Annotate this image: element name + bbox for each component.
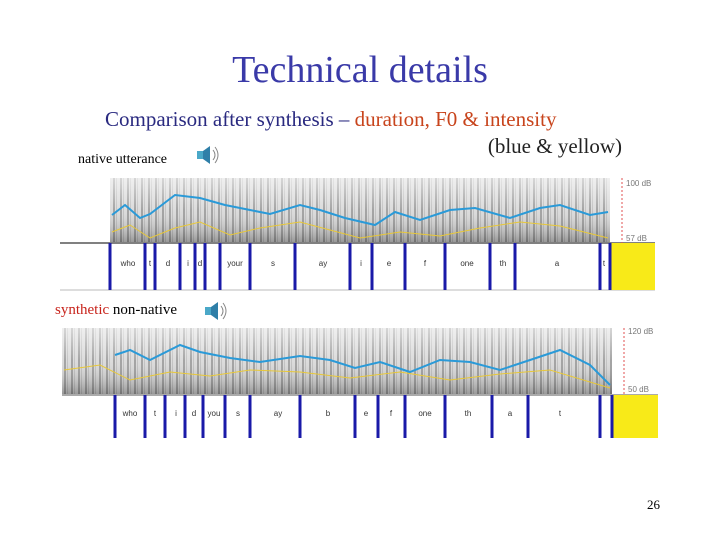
segment-label: ay <box>274 409 282 418</box>
page-number: 26 <box>647 497 661 512</box>
speaker-icon <box>197 146 219 164</box>
segment-label: b <box>326 409 331 418</box>
segment-label: one <box>418 409 432 418</box>
segment-label: d <box>198 259 202 268</box>
scale-label: 100 dB <box>626 179 651 188</box>
segment-label: th <box>465 409 472 418</box>
synthetic-spectrogram: 120 dB 50 dB who t i d you s ay b e f one th a t <box>62 327 658 438</box>
segment-label: d <box>192 409 196 418</box>
segment-label: s <box>271 259 275 268</box>
segment-label: f <box>390 409 393 418</box>
segment-label: f <box>424 259 427 268</box>
segment-label: t <box>603 259 606 268</box>
segment-label: a <box>555 259 560 268</box>
segment-label: you <box>208 409 221 418</box>
scale-label: 50 dB <box>628 385 649 394</box>
segment-label: s <box>236 409 240 418</box>
segment-label: i <box>175 409 177 418</box>
speaker-icon <box>205 302 227 320</box>
segment-label: e <box>364 409 369 418</box>
segment-label: d <box>166 259 170 268</box>
native-label: native utterance <box>78 152 167 167</box>
subtitle-lead: Comparison after synthesis – <box>105 107 350 131</box>
native-spectrogram: 100 dB 57 dB who t d i d your s ay i e f one th a t <box>60 178 655 291</box>
segment-label: i <box>360 259 362 268</box>
segment-label: t <box>149 259 152 268</box>
scale-label: 120 dB <box>628 327 653 336</box>
synthetic-text: non-native <box>113 302 177 318</box>
segment-label: a <box>508 409 513 418</box>
synthetic-highlight: synthetic <box>55 302 109 318</box>
segment-label: who <box>122 409 138 418</box>
synthetic-label: synthetic non-native <box>55 302 177 318</box>
subtitle: Comparison after synthesis – duration, F… <box>105 107 557 131</box>
segment-label: i <box>187 259 189 268</box>
segment-label: your <box>227 259 243 268</box>
title: Technical details <box>232 49 488 91</box>
subtitle-highlight: duration, F0 & intensity <box>355 107 557 131</box>
segment-label: who <box>120 259 136 268</box>
segment-label: one <box>460 259 474 268</box>
subtitle-note: (blue & yellow) <box>488 134 622 158</box>
segment-label: t <box>154 409 157 418</box>
segment-label: th <box>500 259 507 268</box>
segment-label: e <box>387 259 392 268</box>
segment-label: t <box>559 409 562 418</box>
scale-label: 57 dB <box>626 234 647 243</box>
segment-label: ay <box>319 259 327 268</box>
